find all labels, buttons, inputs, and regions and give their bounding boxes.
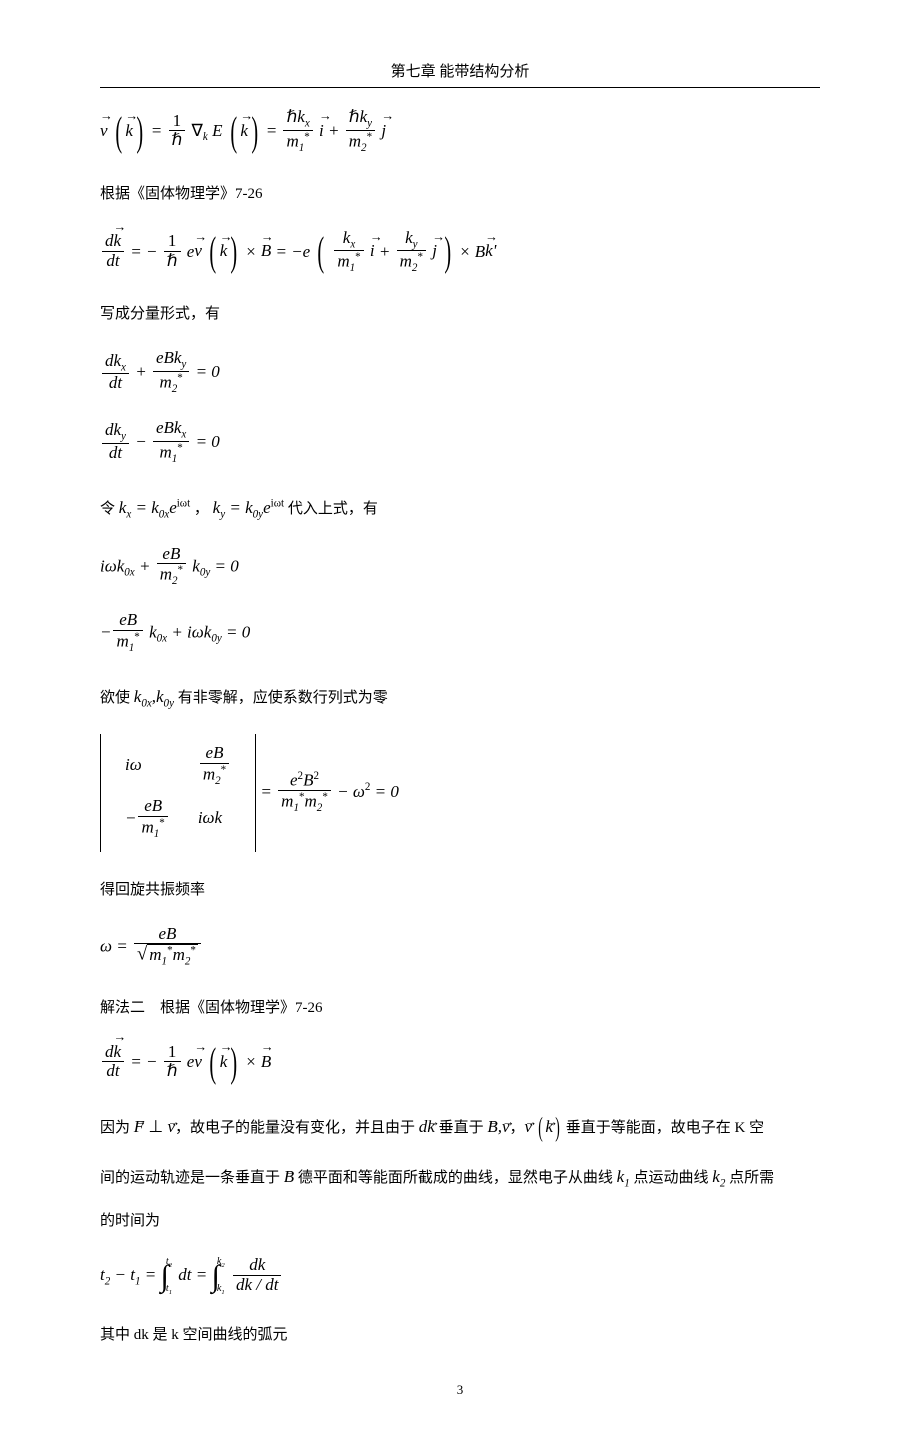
text-6: 解法二 根据《固体物理学》7-26	[100, 992, 820, 1025]
equation-iwk0y: −eBm1* k0x + iωk0y = 0	[100, 611, 820, 656]
equation-dkdt-full: dkdt = − 1ℏ ev (k) × B = −e ( kxm1* i + …	[100, 229, 820, 277]
text-3: 令 kx = k0xeiωt ， ky = k0yeiωt 代入上式，有	[100, 489, 820, 527]
text-2: 写成分量形式，有	[100, 298, 820, 331]
equation-dkx: dkxdt + eBkym2* = 0	[100, 349, 820, 397]
text-5: 得回旋共振频率	[100, 874, 820, 907]
equation-dky: dkydt − eBkxm1* = 0	[100, 419, 820, 467]
equation-time-integral: t2 − t1 = ∫t2t1 dt = ∫k2k1 dkdk / dt	[100, 1256, 820, 1296]
text-7: 因为 F ⊥ v，故电子的能量没有变化，并且由于 dk 垂直于 B,v，v (k…	[100, 1105, 820, 1149]
text-10: 其中 dk 是 k 空间曲线的弧元	[100, 1319, 820, 1352]
equation-velocity: v (k) = 1ℏ ∇k E (k) = ℏkxm1* i + ℏkym2* …	[100, 108, 820, 156]
equation-determinant: iω eBm2* −eBm1* iωk = e2B2m1*m2* − ω2 = …	[100, 734, 820, 852]
text-4: 欲使 k0x,k0y 有非零解，应使系数行列式为零	[100, 678, 820, 716]
equation-dkdt-short: dkdt = − 1ℏ ev (k) × B	[100, 1043, 820, 1083]
text-8: 间的运动轨迹是一条垂直于 B 德平面和等能面所截成的曲线，显然电子从曲线 k1 …	[100, 1155, 820, 1199]
text-1: 根据《固体物理学》7-26	[100, 178, 820, 211]
equation-omega: ω = eB √m1*m2*	[100, 925, 820, 970]
chapter-header: 第七章 能带结构分析	[100, 60, 820, 88]
text-9: 的时间为	[100, 1205, 820, 1238]
page-number: 3	[100, 1382, 820, 1398]
equation-iwk0x: iωk0x + eBm2* k0y = 0	[100, 545, 820, 590]
